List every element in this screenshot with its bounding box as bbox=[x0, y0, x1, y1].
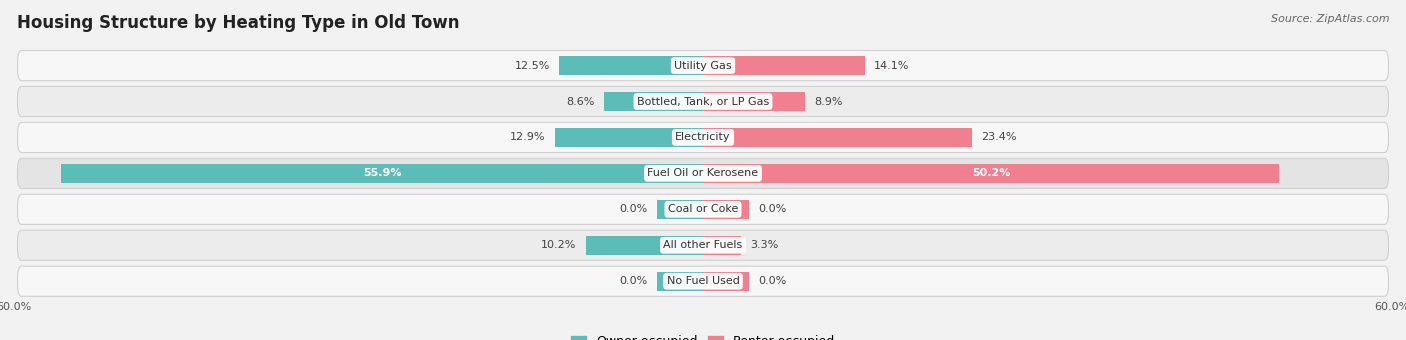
Text: Electricity: Electricity bbox=[675, 133, 731, 142]
Bar bbox=[703, 92, 806, 111]
Text: Utility Gas: Utility Gas bbox=[675, 61, 731, 71]
Text: 8.9%: 8.9% bbox=[814, 97, 842, 106]
Bar bbox=[605, 92, 703, 111]
Bar bbox=[60, 164, 703, 183]
Text: Source: ZipAtlas.com: Source: ZipAtlas.com bbox=[1271, 14, 1389, 23]
FancyBboxPatch shape bbox=[17, 194, 1389, 224]
FancyBboxPatch shape bbox=[17, 86, 1389, 117]
Text: 23.4%: 23.4% bbox=[981, 133, 1017, 142]
Legend: Owner-occupied, Renter-occupied: Owner-occupied, Renter-occupied bbox=[571, 335, 835, 340]
Bar bbox=[703, 56, 865, 75]
Text: 3.3%: 3.3% bbox=[749, 240, 779, 250]
Text: 0.0%: 0.0% bbox=[620, 204, 648, 214]
Text: 10.2%: 10.2% bbox=[541, 240, 576, 250]
FancyBboxPatch shape bbox=[17, 122, 1389, 153]
Text: Bottled, Tank, or LP Gas: Bottled, Tank, or LP Gas bbox=[637, 97, 769, 106]
Text: No Fuel Used: No Fuel Used bbox=[666, 276, 740, 286]
Text: Housing Structure by Heating Type in Old Town: Housing Structure by Heating Type in Old… bbox=[17, 14, 460, 32]
Bar bbox=[703, 236, 741, 255]
Bar bbox=[560, 56, 703, 75]
Bar bbox=[657, 272, 703, 291]
Text: 0.0%: 0.0% bbox=[620, 276, 648, 286]
Text: 8.6%: 8.6% bbox=[567, 97, 595, 106]
Bar bbox=[555, 128, 703, 147]
Text: 12.5%: 12.5% bbox=[515, 61, 550, 71]
Text: 50.2%: 50.2% bbox=[972, 168, 1011, 179]
Text: 0.0%: 0.0% bbox=[758, 204, 786, 214]
Bar bbox=[657, 200, 703, 219]
FancyBboxPatch shape bbox=[17, 230, 1389, 260]
Text: 0.0%: 0.0% bbox=[758, 276, 786, 286]
Text: All other Fuels: All other Fuels bbox=[664, 240, 742, 250]
Bar bbox=[703, 128, 972, 147]
Bar bbox=[586, 236, 703, 255]
Bar bbox=[703, 272, 749, 291]
Text: 55.9%: 55.9% bbox=[363, 168, 401, 179]
FancyBboxPatch shape bbox=[17, 266, 1389, 296]
Text: 12.9%: 12.9% bbox=[510, 133, 546, 142]
Text: 14.1%: 14.1% bbox=[875, 61, 910, 71]
Bar bbox=[703, 200, 749, 219]
FancyBboxPatch shape bbox=[17, 50, 1389, 81]
Bar bbox=[703, 164, 1279, 183]
Text: Fuel Oil or Kerosene: Fuel Oil or Kerosene bbox=[647, 168, 759, 179]
FancyBboxPatch shape bbox=[17, 158, 1389, 188]
Text: Coal or Coke: Coal or Coke bbox=[668, 204, 738, 214]
